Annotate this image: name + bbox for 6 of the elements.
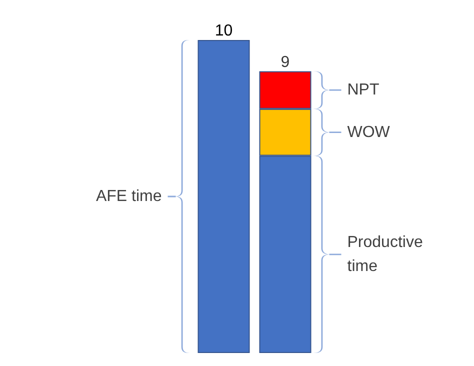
total-label: 9: [280, 54, 290, 71]
text: WOW: [347, 124, 391, 141]
text: AFE time: [96, 188, 162, 205]
text: Productive time: [347, 234, 428, 275]
data-label: 10: [214, 22, 233, 40]
text: NPT: [347, 82, 380, 99]
